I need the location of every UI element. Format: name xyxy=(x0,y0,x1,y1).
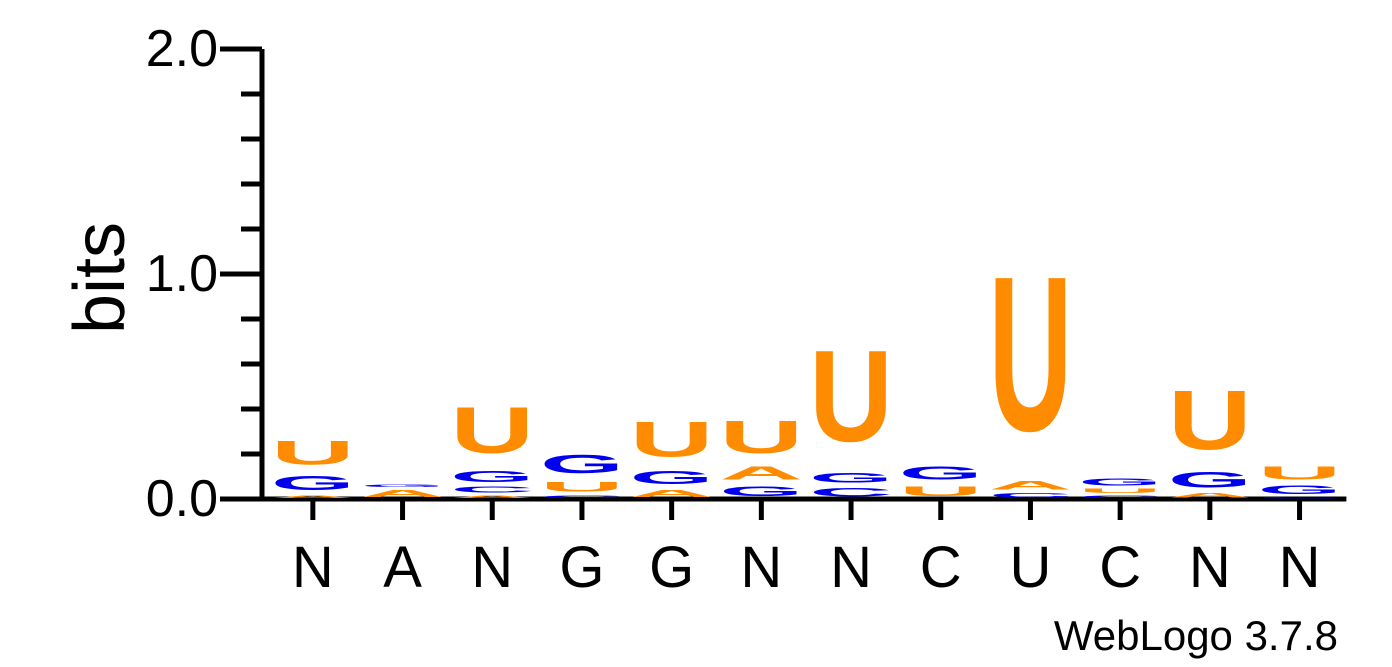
weblogo-credit: WebLogo 3.7.8 xyxy=(1054,612,1338,659)
stack-position-9: CAU xyxy=(989,231,1073,499)
stack-position-12: CGU xyxy=(1258,463,1342,499)
logo-letter-C: C xyxy=(989,492,1073,499)
logo-letter-A: A xyxy=(720,463,804,483)
logo-letter-U: U xyxy=(899,483,983,499)
logo-letter-G: G xyxy=(720,483,804,499)
logo-letter-G: G xyxy=(1168,468,1252,492)
logo-letter-G: G xyxy=(899,463,983,483)
stack-position-5: AGU xyxy=(630,411,714,499)
logo-letter-C: C xyxy=(1258,497,1342,499)
x-tick-label: N xyxy=(292,535,334,600)
y-axis-label: bits xyxy=(60,222,140,334)
logo-letter-C: C xyxy=(1078,495,1162,499)
stack-position-4: CUG xyxy=(540,449,624,499)
y-axis: 0.0 1.0 2.0 xyxy=(146,20,265,528)
stack-position-8: UG xyxy=(899,463,983,499)
logo-letter-A: A xyxy=(361,488,445,499)
logo-letter-G: G xyxy=(1078,477,1162,488)
logo-letter-U: U xyxy=(989,231,1073,478)
y-tick-label: 0.0 xyxy=(146,470,218,528)
logo-letter-U: U xyxy=(720,411,804,463)
x-tick-label: C xyxy=(920,535,962,600)
x-tick-label: N xyxy=(471,535,513,600)
stack-position-7: CGU xyxy=(809,324,893,499)
stack-position-1: AGU xyxy=(271,434,355,499)
stack-position-10: CUG xyxy=(1078,477,1162,499)
logo-letter-G: G xyxy=(361,483,445,487)
logo-letter-U: U xyxy=(809,324,893,470)
stack-position-2: AG xyxy=(361,483,445,499)
logo-letter-G: G xyxy=(809,470,893,486)
x-tick-label: U xyxy=(1010,535,1052,600)
logo-letter-U: U xyxy=(1078,488,1162,495)
logo-letter-A: A xyxy=(271,495,355,499)
logo-letter-A: A xyxy=(1168,492,1252,499)
x-tick-label: N xyxy=(830,535,872,600)
logo-letter-G: G xyxy=(630,468,714,488)
logo-letter-C: C xyxy=(809,486,893,499)
x-tick-label: C xyxy=(1099,535,1141,600)
x-tick-label: N xyxy=(1279,535,1321,600)
logo-letter-U: U xyxy=(1168,373,1252,467)
logo-letter-U: U xyxy=(540,479,624,495)
logo-letter-U: U xyxy=(630,411,714,467)
x-tick-label: N xyxy=(1189,535,1231,600)
logo-letter-G: G xyxy=(450,468,534,486)
logo-letter-A: A xyxy=(630,488,714,499)
x-tick-label: G xyxy=(559,535,604,600)
logo-letter-U: U xyxy=(450,394,534,468)
logo-letter-G: G xyxy=(1258,483,1342,496)
x-tick-label: N xyxy=(740,535,782,600)
logo-letter-U: U xyxy=(1258,463,1342,483)
logo-letter-G: G xyxy=(540,449,624,478)
logo-letter-U: U xyxy=(271,434,355,472)
stack-position-11: AGU xyxy=(1168,373,1252,499)
logo-letter-C: C xyxy=(450,486,534,495)
logo-letter-A: A xyxy=(450,495,534,499)
x-tick-label: A xyxy=(383,535,422,600)
y-tick-label: 1.0 xyxy=(146,245,218,303)
logo-letter-C: C xyxy=(540,495,624,499)
y-tick-label: 2.0 xyxy=(146,20,218,78)
logo-letter-A: A xyxy=(989,479,1073,492)
x-tick-label: G xyxy=(649,535,694,600)
stack-position-6: GAU xyxy=(720,411,804,499)
logo-letter-G: G xyxy=(271,472,355,494)
